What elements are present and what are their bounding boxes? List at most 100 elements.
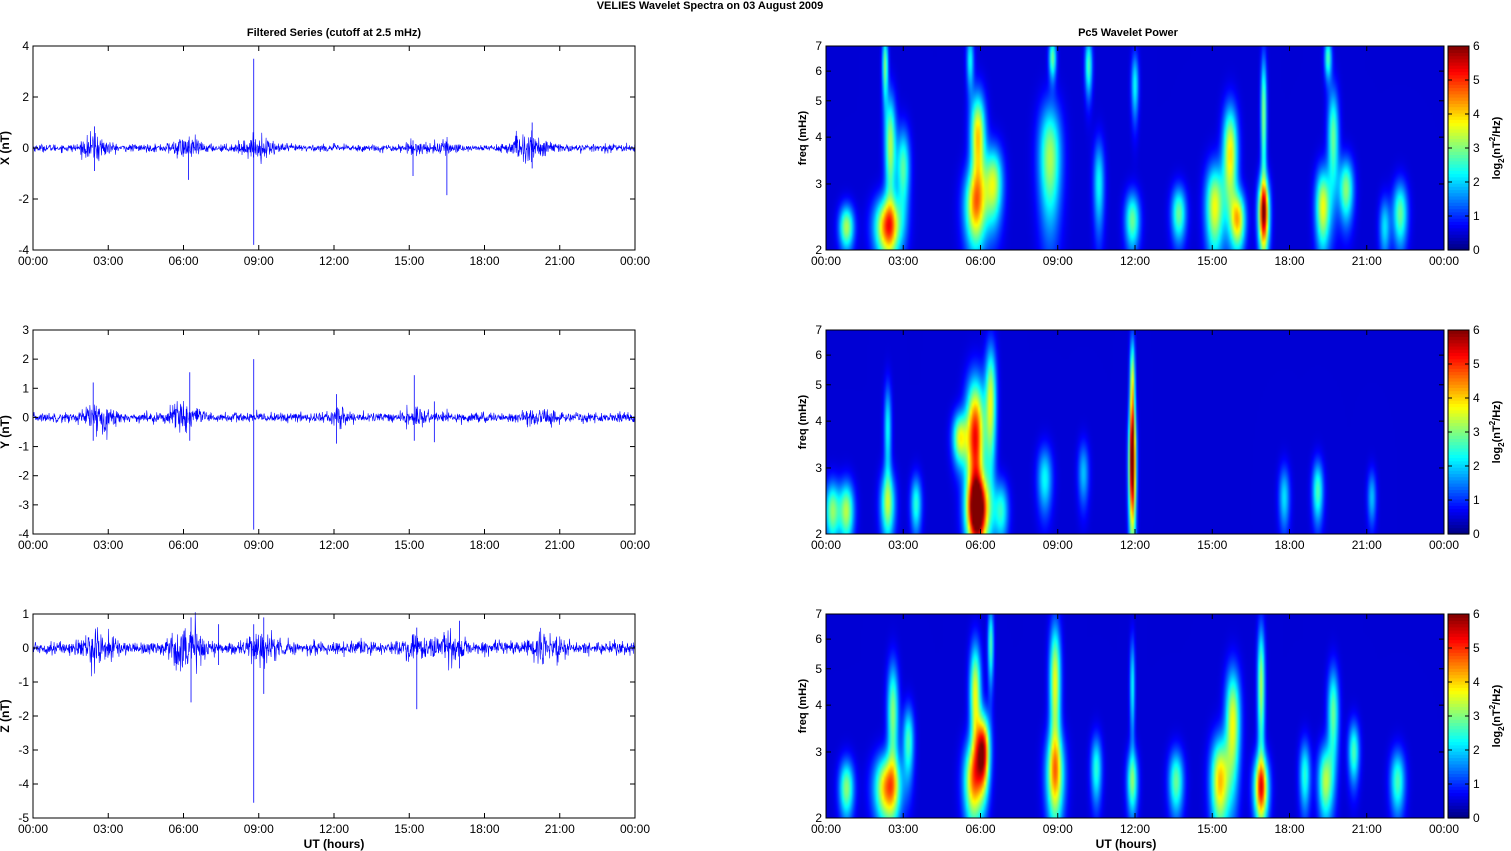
x-tick-label: 15:00 bbox=[394, 254, 424, 268]
colorbar-segment bbox=[1448, 71, 1469, 76]
y-tick-label: 7 bbox=[815, 323, 822, 337]
colorbar-segment bbox=[1448, 789, 1469, 794]
x-tick-label: 06:00 bbox=[168, 538, 198, 552]
series-line-x bbox=[32, 130, 636, 164]
colorbar-segment bbox=[1448, 154, 1469, 159]
colorbar-segment bbox=[1448, 132, 1469, 136]
x-tick-label: 21:00 bbox=[1352, 822, 1382, 836]
colorbar-segment bbox=[1448, 109, 1469, 114]
colorbar-segment bbox=[1448, 157, 1469, 162]
colorbar-segment bbox=[1448, 467, 1469, 471]
colorbar-segment bbox=[1448, 444, 1469, 449]
colorbar-segment bbox=[1448, 661, 1469, 666]
x-tick-label: 00:00 bbox=[1429, 254, 1459, 268]
colorbar-segment bbox=[1448, 706, 1469, 711]
colorbar-tick-label: 4 bbox=[1473, 391, 1480, 405]
y-tick-label: 3 bbox=[22, 323, 29, 337]
y-tick-label: -2 bbox=[18, 192, 29, 206]
colorbar-segment bbox=[1448, 202, 1469, 206]
colorbar-segment bbox=[1448, 620, 1469, 625]
x-tick-label: 00:00 bbox=[811, 538, 841, 552]
colorbar-segment bbox=[1448, 645, 1469, 650]
colorbar-segment bbox=[1448, 451, 1469, 455]
y-axis-label: Y (nT) bbox=[0, 415, 12, 449]
colorbar-segment bbox=[1448, 93, 1469, 98]
series-line-y bbox=[32, 400, 636, 440]
colorbar-tick-label: 6 bbox=[1473, 607, 1480, 621]
y-tick-label: -3 bbox=[18, 743, 29, 757]
colorbar-segment bbox=[1448, 100, 1469, 104]
colorbar-tick-label: 2 bbox=[1473, 459, 1480, 473]
colorbar-segment bbox=[1448, 230, 1469, 235]
spectrogram-panel-x: 2 3 4 5 6 7 freq (mHz) bbox=[797, 39, 1445, 257]
colorbar-segment bbox=[1448, 336, 1469, 341]
colorbar-segment bbox=[1448, 406, 1469, 411]
colorbar-segment bbox=[1448, 712, 1469, 717]
colorbar-segment bbox=[1448, 390, 1469, 395]
colorbar-tick-label: 3 bbox=[1473, 141, 1480, 155]
x-tick-label: 12:00 bbox=[319, 254, 349, 268]
colorbar-segment bbox=[1448, 192, 1469, 197]
y-tick-label: 6 bbox=[815, 632, 822, 646]
colorbar-segment bbox=[1448, 786, 1469, 790]
colorbar-segment bbox=[1448, 489, 1469, 494]
colorbar-segment bbox=[1448, 687, 1469, 692]
y-tick-label: 5 bbox=[815, 662, 822, 676]
colorbar-segment bbox=[1448, 524, 1469, 529]
y-tick-label: 3 bbox=[815, 461, 822, 475]
colorbar-segment bbox=[1448, 782, 1469, 787]
colorbar-segment bbox=[1448, 432, 1469, 436]
spectrogram-panel-y: 2 3 4 5 6 7 freq (mHz) bbox=[797, 323, 1445, 541]
colorbar-segment bbox=[1448, 649, 1469, 653]
y-tick-label: 0 bbox=[22, 641, 29, 655]
colorbar-segment bbox=[1448, 138, 1469, 143]
colorbar-segment bbox=[1448, 151, 1469, 155]
colorbar-segment bbox=[1448, 751, 1469, 755]
y-axis-label: freq (mHz) bbox=[797, 110, 809, 165]
colorbar-segment bbox=[1448, 170, 1469, 175]
colorbar-segment bbox=[1448, 403, 1469, 408]
spectrogram-panel-z: 2 3 4 5 6 7 freq (mHz) bbox=[797, 607, 1445, 825]
colorbar-tick-label: 0 bbox=[1473, 527, 1480, 541]
colorbar-segment bbox=[1448, 505, 1469, 510]
colorbar-segment bbox=[1448, 684, 1469, 688]
colorbar-segment bbox=[1448, 160, 1469, 165]
colorbar-segment bbox=[1448, 65, 1469, 69]
x-tick-label: 03:00 bbox=[888, 254, 918, 268]
colorbar-segment bbox=[1448, 208, 1469, 213]
colorbar-segment bbox=[1448, 671, 1469, 676]
colorbar-segment bbox=[1448, 49, 1469, 53]
x-tick-label: 03:00 bbox=[93, 822, 123, 836]
y-tick-label: -4 bbox=[18, 527, 29, 541]
colorbar-segment bbox=[1448, 167, 1469, 171]
colorbar-segment bbox=[1448, 227, 1469, 232]
y-tick-label: 5 bbox=[815, 378, 822, 392]
x-tick-label: 18:00 bbox=[469, 254, 499, 268]
colorbar-tick-label: 2 bbox=[1473, 175, 1480, 189]
colorbar-segment bbox=[1448, 409, 1469, 414]
y-tick-label: 2 bbox=[815, 243, 822, 257]
colorbar-segment bbox=[1448, 498, 1469, 503]
colorbar-segment bbox=[1448, 658, 1469, 663]
figure-title: VELIES Wavelet Spectra on 03 August 2009 bbox=[597, 0, 824, 12]
colorbar-segment bbox=[1448, 412, 1469, 417]
colorbar-segment bbox=[1448, 163, 1469, 168]
colorbar-segment bbox=[1448, 476, 1469, 481]
x-tick-label: 15:00 bbox=[1197, 538, 1227, 552]
colorbar-segment bbox=[1448, 725, 1469, 730]
colorbar-segment bbox=[1448, 802, 1469, 806]
x-tick-label: 00:00 bbox=[18, 822, 48, 836]
x-tick-label: 06:00 bbox=[965, 538, 995, 552]
axes-frame bbox=[32, 329, 636, 535]
y-axis-label: Z (nT) bbox=[0, 699, 12, 732]
colorbar-segment bbox=[1448, 361, 1469, 366]
colorbar-segment bbox=[1448, 626, 1469, 631]
colorbar-segment bbox=[1448, 728, 1469, 733]
right-column-title: Pc5 Wavelet Power bbox=[1078, 27, 1179, 39]
colorbar-segment bbox=[1448, 792, 1469, 797]
colorbar-segment bbox=[1448, 240, 1469, 245]
x-tick-label: 18:00 bbox=[469, 538, 499, 552]
y-tick-label: 4 bbox=[815, 698, 822, 712]
colorbar-segment bbox=[1448, 352, 1469, 357]
colorbar-segment bbox=[1448, 798, 1469, 803]
